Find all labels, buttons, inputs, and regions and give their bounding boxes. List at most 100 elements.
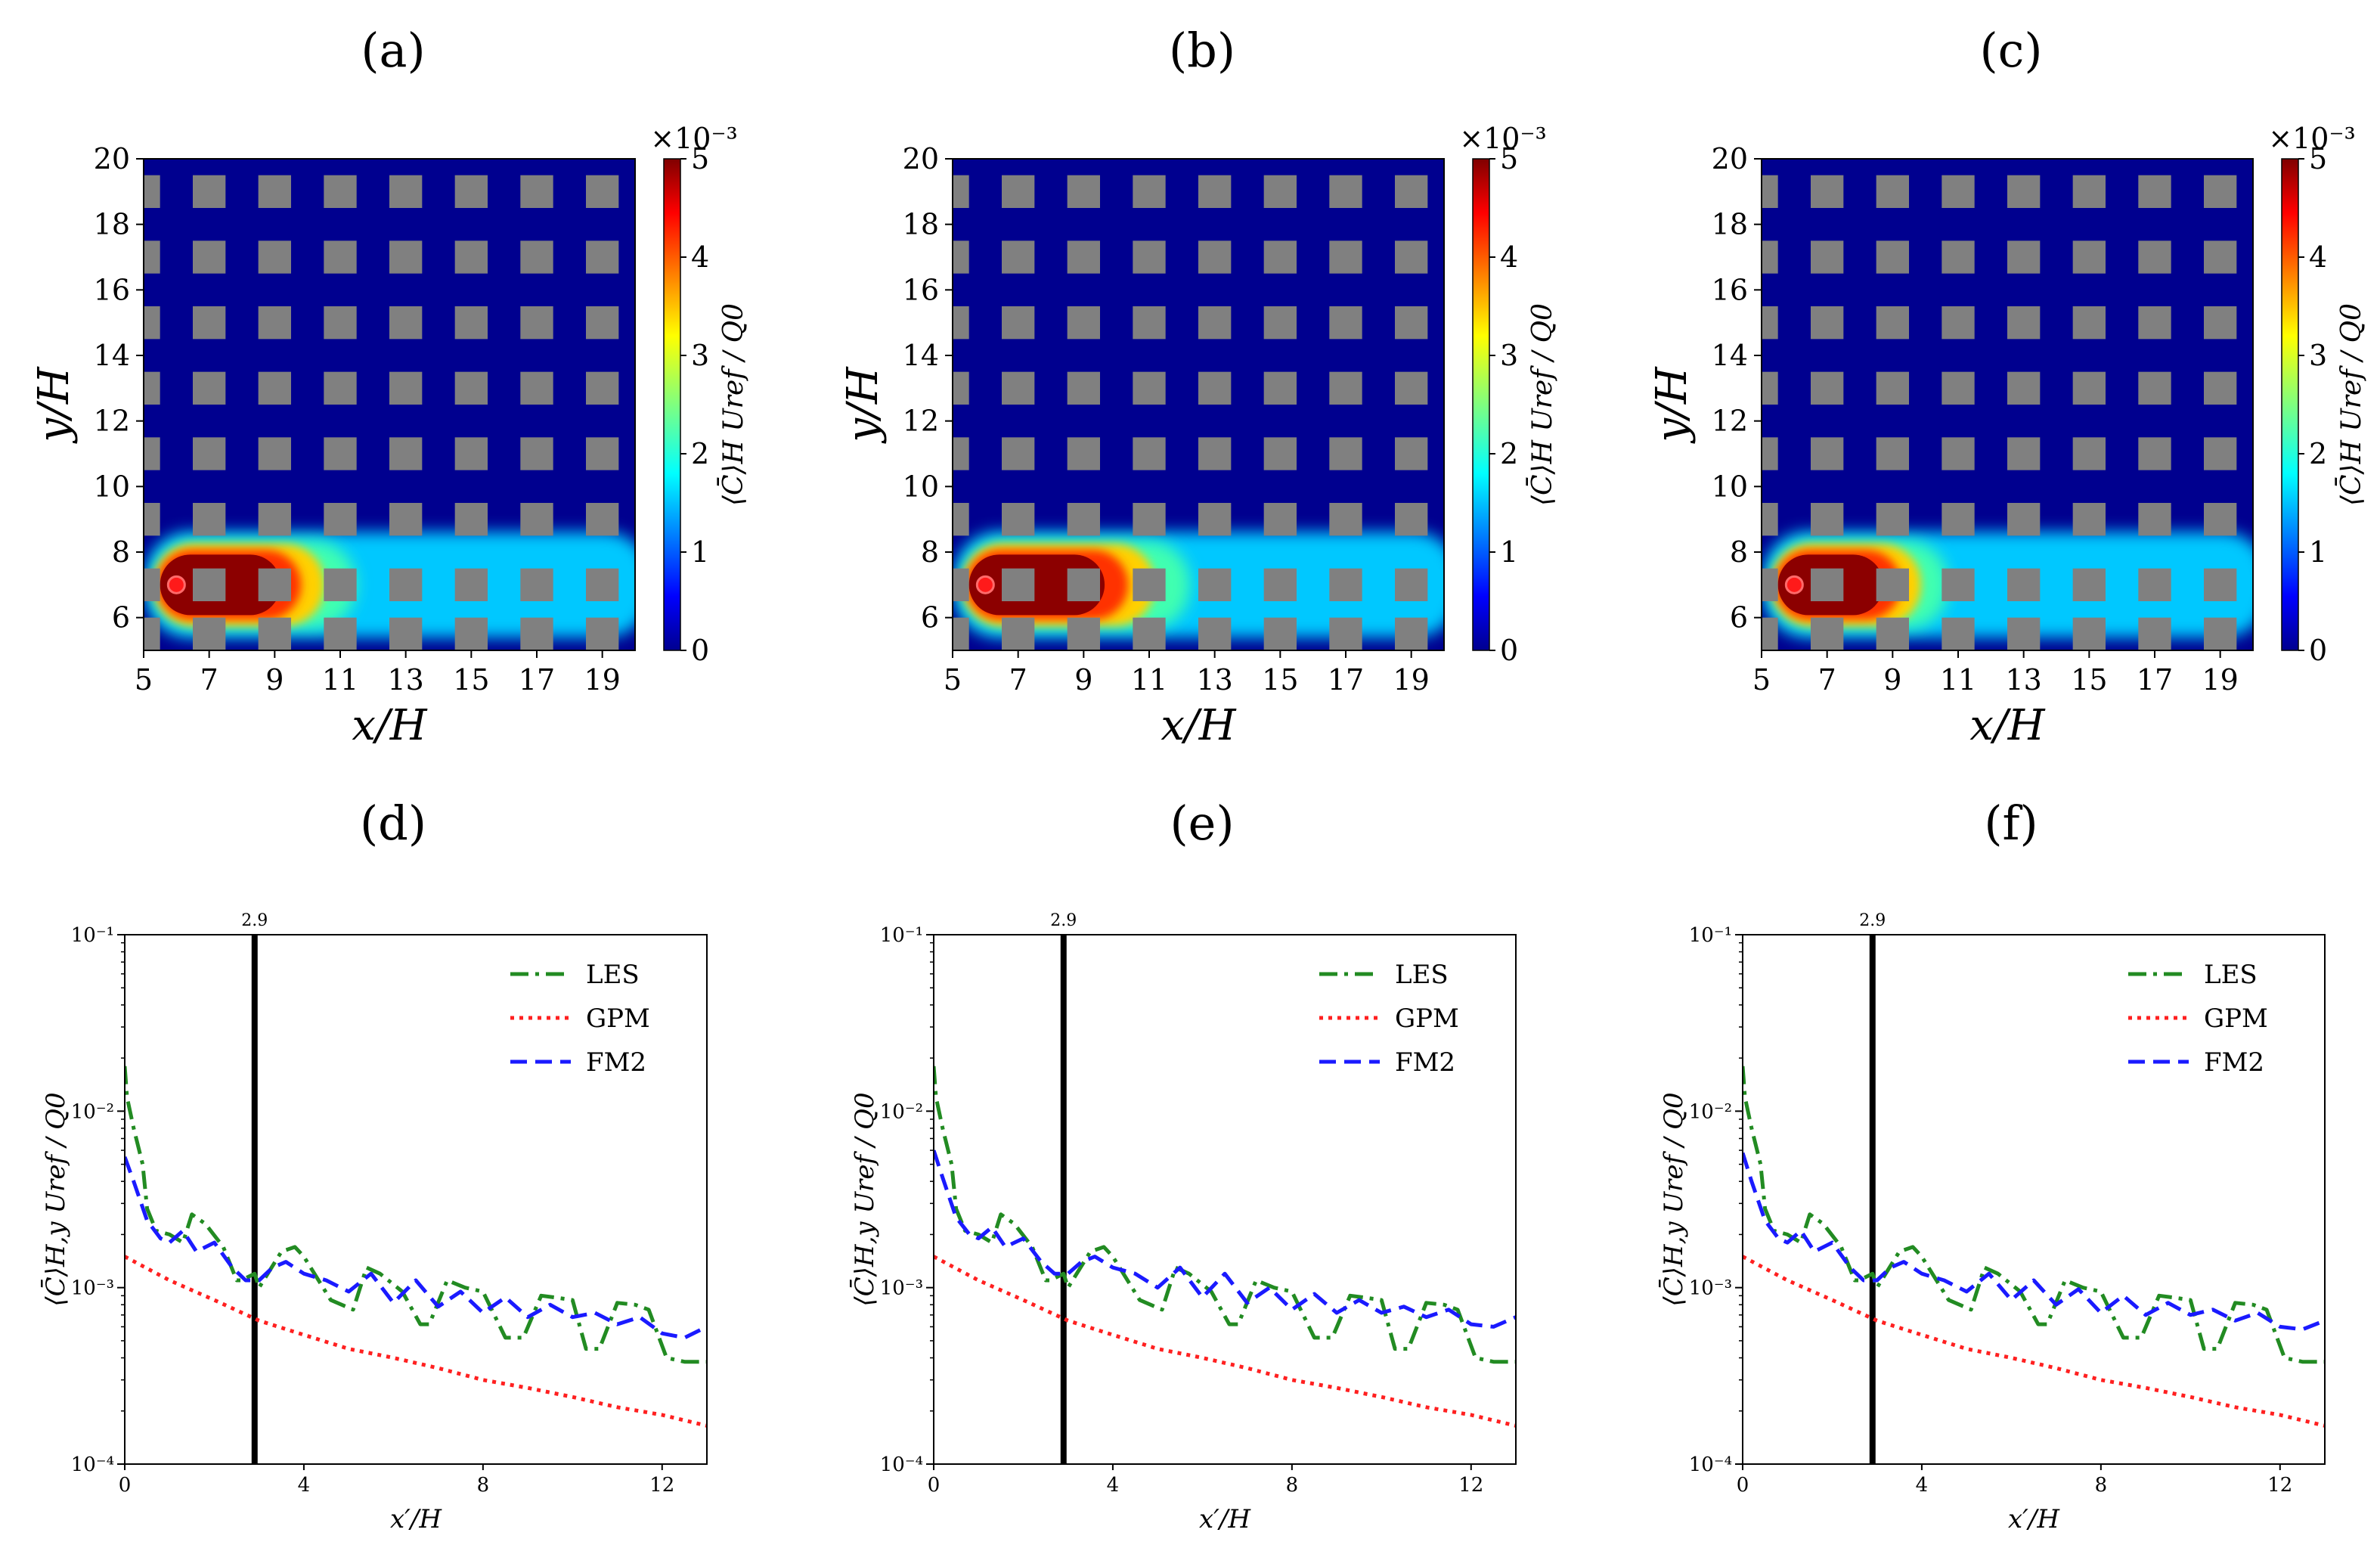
building [1198,306,1232,340]
building [324,306,357,340]
x-tick-label: 17 [1328,663,1364,696]
building [324,437,357,470]
building [2204,175,2237,208]
x-tick-label: 11 [1131,663,1167,696]
building [1198,240,1232,274]
line-panel-d: 2.9 0 4 8 12 10⁻⁴ 10⁻³ 10⁻² 10⁻¹ x′/H ⟨C̄⟩H,y Uref… [40,911,708,1534]
plot-area [1762,159,2253,650]
building [2204,371,2237,405]
heatmap-panel-a: 5 7 9 11 13 15 17 1968101214161820x/Hy/H012345×… [29,122,749,750]
building [1002,617,1035,650]
x-tick-label: 4 [1916,1474,1929,1497]
building [1811,437,1844,470]
legend-label-gpm: GPM [1395,1004,1459,1034]
building [1002,568,1035,601]
building [1198,437,1232,470]
y-tick-label: 8 [1730,535,1748,569]
building [1263,503,1297,536]
building [1263,240,1297,274]
colorbar-scale-text: ×10⁻³ [2268,122,2355,155]
building [1133,306,1166,340]
plot-frame [1761,158,2254,651]
y-tick-label: 6 [1730,601,1748,634]
x-tick-label: 19 [2202,663,2238,696]
plot-area [953,159,1444,650]
x-tick-label: 15 [453,663,489,696]
building [1876,503,1909,536]
building [1395,306,1428,340]
building [1762,437,1778,470]
building [586,175,619,208]
building [258,175,291,208]
building [1133,568,1166,601]
building [193,568,226,601]
building [144,617,160,650]
building [1941,306,1975,340]
building [1762,240,1778,274]
building [1002,503,1035,536]
building [2138,437,2171,470]
building [324,617,357,650]
y-tick-label: 6 [921,601,939,634]
building [389,306,423,340]
y-tick-label: 14 [94,339,130,372]
building [1198,617,1232,650]
x-tick-label: 5 [944,663,962,696]
building [193,306,226,340]
colorbar [663,158,681,651]
x-tick-label: 7 [1818,663,1836,696]
building [2138,175,2171,208]
building [586,306,619,340]
building [1941,503,1975,536]
building [2007,617,2041,650]
building [193,240,226,274]
colorbar-tick-label: 0 [1500,634,1518,667]
building [1811,568,1844,601]
building [2072,617,2106,650]
x-tick-label: 0 [1737,1474,1749,1497]
colorbar-tick-label: 1 [691,535,709,569]
building [389,240,423,274]
building [1067,503,1100,536]
building [2007,437,2041,470]
panel-label-d: (d) [360,796,426,851]
y-tick-label: 14 [903,339,939,372]
y-axis-label: y/H [838,366,888,445]
x-tick-label: 0 [928,1474,941,1497]
building [1395,617,1428,650]
x-tick-label: 9 [265,663,284,696]
building [520,437,553,470]
colorbar-tick-label: 0 [691,634,709,667]
x-tick-label: 5 [135,663,153,696]
building [1329,617,1362,650]
building [586,568,619,601]
building [1329,175,1362,208]
building [1198,371,1232,405]
building [1762,371,1778,405]
building [1941,617,1975,650]
colorbar-label: ⟨C̄⟩H Uref / Q0 [717,303,749,506]
legend-label-fm2: FM2 [1395,1047,1455,1078]
building [2072,371,2106,405]
y-tick-label: 8 [112,535,130,569]
x-tick-label: 8 [1286,1474,1299,1497]
building [193,503,226,536]
legend-label-les: LES [586,960,640,990]
y-tick-label: 20 [94,142,130,175]
x-tick-label: 12 [2267,1474,2292,1497]
building [454,437,488,470]
building [2007,240,2041,274]
legend: LES GPM FM2 [1319,960,1459,1078]
x-tick-label: 15 [1262,663,1298,696]
x-tick-label: 4 [298,1474,311,1497]
y-tick-label: 16 [903,273,939,306]
y-tick-label: 18 [903,208,939,241]
building [1395,503,1428,536]
panel-label-f: (f) [1984,796,2038,851]
plot-frame [933,934,1517,1465]
building [1762,568,1778,601]
building [258,503,291,536]
building [454,240,488,274]
building [1002,371,1035,405]
y-tick-label: 10⁻³ [1689,1277,1732,1300]
